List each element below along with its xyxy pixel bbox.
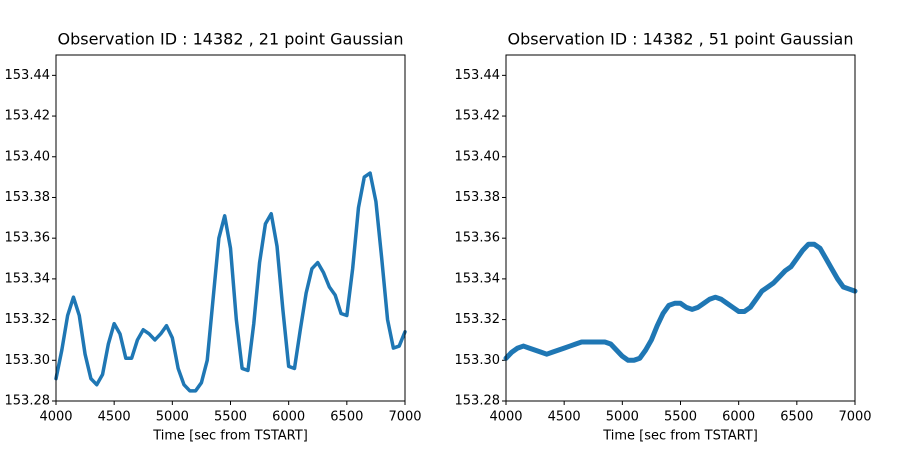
y-tick-label: 153.44 xyxy=(455,68,501,83)
y-tick-label: 153.28 xyxy=(455,394,501,409)
y-tick-label: 153.32 xyxy=(5,312,51,327)
x-tick-label: 6000 xyxy=(722,410,755,425)
x-tick-label: 6500 xyxy=(330,410,363,425)
x-tick-label: 7000 xyxy=(388,410,421,425)
data-line xyxy=(54,171,407,393)
data-line xyxy=(503,241,858,363)
y-tick-label: 153.38 xyxy=(5,190,51,205)
y-tick-label: 153.40 xyxy=(455,149,501,164)
y-tick-label: 153.28 xyxy=(5,394,51,409)
chart-title: Observation ID : 14382 , 51 point Gaussi… xyxy=(507,30,853,49)
y-tick-label: 153.42 xyxy=(455,109,501,124)
y-tick-label: 153.30 xyxy=(455,353,501,368)
y-tick-label: 153.38 xyxy=(455,190,501,205)
x-tick-label: 5000 xyxy=(606,410,639,425)
x-tick-label: 7000 xyxy=(838,410,871,425)
x-axis-label: Time [sec from TSTART] xyxy=(602,429,758,444)
axes-frame xyxy=(505,54,856,402)
y-tick-label: 153.42 xyxy=(5,109,51,124)
y-tick-label: 153.36 xyxy=(5,231,51,246)
x-tick-label: 5500 xyxy=(214,410,247,425)
y-tick-label: 153.44 xyxy=(5,68,51,83)
x-tick-label: 4500 xyxy=(548,410,581,425)
x-tick-label: 6000 xyxy=(272,410,305,425)
x-tick-label: 5000 xyxy=(156,410,189,425)
x-tick-label: 4000 xyxy=(39,410,72,425)
y-tick-label: 153.34 xyxy=(455,271,501,286)
y-tick-label: 153.30 xyxy=(5,353,51,368)
y-tick-label: 153.40 xyxy=(5,149,51,164)
chart-title: Observation ID : 14382 , 21 point Gaussi… xyxy=(57,30,403,49)
x-tick-label: 4000 xyxy=(489,410,522,425)
y-tick-label: 153.34 xyxy=(5,271,51,286)
x-axis-label: Time [sec from TSTART] xyxy=(152,429,308,444)
x-tick-label: 6500 xyxy=(780,410,813,425)
y-tick-label: 153.32 xyxy=(455,312,501,327)
axes-frame xyxy=(55,54,406,402)
y-tick-label: 153.36 xyxy=(455,231,501,246)
x-tick-label: 4500 xyxy=(98,410,131,425)
x-tick-label: 5500 xyxy=(664,410,697,425)
